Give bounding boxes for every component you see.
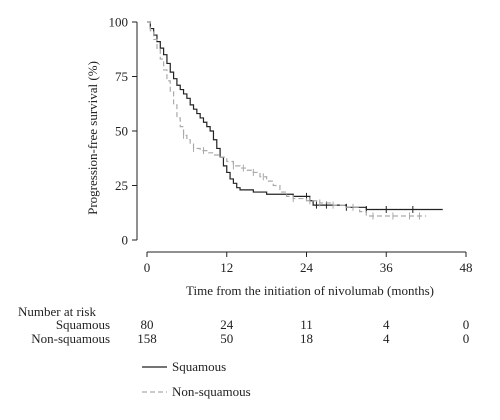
- y-tick-label: 25: [115, 178, 128, 193]
- y-tick-label: 100: [109, 15, 129, 30]
- y-tick-label: 50: [115, 124, 128, 139]
- x-ticks: 0 12 24 36 48: [144, 252, 473, 275]
- x-tick-label: 36: [380, 260, 394, 275]
- x-tick-label: 0: [144, 260, 151, 275]
- legend-label-non-squamous: Non-squamous: [172, 384, 251, 399]
- risk-counts: 80 24 11 4 0 158 50 18 4 0: [137, 317, 469, 346]
- y-tick-label: 75: [115, 69, 128, 84]
- axes: 0 25 50 75 100 0 12 24 36 48: [109, 15, 473, 276]
- y-tick-label: 0: [122, 233, 129, 248]
- risk-count: 11: [300, 317, 313, 332]
- risk-table: Number at risk Squamous Non-squamous 80 2…: [18, 304, 469, 346]
- risk-row-label-squamous: Squamous: [56, 317, 110, 332]
- series-layer: [147, 21, 443, 220]
- risk-row-label-non-squamous: Non-squamous: [31, 331, 110, 346]
- series-line-squamous: [147, 21, 443, 211]
- risk-count: 18: [300, 331, 313, 346]
- legend-label-squamous: Squamous: [172, 359, 226, 374]
- risk-count: 24: [220, 317, 234, 332]
- series-line-non-squamous: [147, 21, 427, 217]
- risk-count: 0: [463, 317, 470, 332]
- y-ticks: 0 25 50 75 100: [109, 15, 137, 248]
- risk-count: 4: [383, 331, 390, 346]
- legend: Squamous Non-squamous: [142, 359, 251, 399]
- risk-count: 158: [137, 331, 157, 346]
- x-tick-label: 24: [300, 260, 314, 275]
- risk-count: 50: [220, 331, 233, 346]
- risk-count: 0: [463, 331, 470, 346]
- x-tick-label: 12: [220, 260, 233, 275]
- risk-count: 4: [383, 317, 390, 332]
- x-axis-title: Time from the initiation of nivolumab (m…: [186, 283, 434, 298]
- risk-count: 80: [141, 317, 154, 332]
- risk-table-title: Number at risk: [18, 304, 96, 319]
- y-axis-title: Progression-free survival (%): [85, 61, 100, 215]
- x-tick-label: 48: [460, 260, 473, 275]
